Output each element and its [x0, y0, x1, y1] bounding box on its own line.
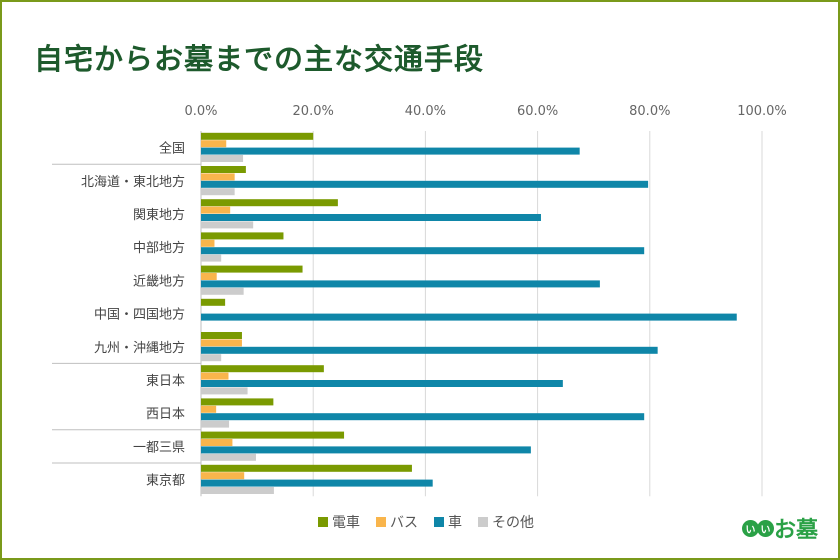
bar-other	[201, 487, 274, 494]
legend-swatch	[376, 517, 386, 527]
category-label: 関東地方	[133, 207, 185, 223]
bar-other	[201, 155, 244, 162]
logo-ii: い	[756, 519, 774, 537]
bar-train	[201, 332, 242, 339]
bar-car	[201, 446, 531, 454]
bar-other	[201, 420, 230, 428]
bar-car	[201, 247, 645, 255]
category-label: 中国・四国地方	[94, 307, 185, 323]
legend-item-bus: バス	[376, 512, 418, 532]
bar-train	[201, 464, 412, 472]
bar-train	[201, 132, 314, 140]
bar-bus	[201, 273, 217, 280]
legend-item-train: 電車	[318, 512, 360, 532]
category-label: 中部地方	[133, 240, 185, 256]
x-tick-label: 20.0%	[293, 104, 334, 119]
bar-train	[201, 398, 274, 406]
bar-other	[201, 287, 244, 295]
bar-bus	[201, 372, 229, 380]
bar-bus	[201, 206, 231, 214]
legend: 電車 バス 車 その他	[318, 512, 534, 532]
x-tick-label: 40.0%	[405, 104, 446, 119]
x-tick-label: 80.0%	[629, 104, 670, 119]
bar-bus	[201, 472, 245, 480]
logo-ii: い	[741, 519, 759, 537]
bar-train	[201, 232, 284, 240]
x-tick-label: 100.0%	[737, 104, 787, 119]
bar-car	[201, 479, 433, 487]
category-label: 北海道・東北地方	[81, 174, 185, 190]
legend-label: その他	[492, 515, 534, 531]
bar-bus	[201, 439, 233, 446]
legend-label: 車	[448, 515, 462, 531]
category-label: 一都三県	[133, 440, 185, 455]
bar-other	[201, 354, 222, 362]
bar-other	[201, 453, 256, 461]
bar-bus	[201, 173, 235, 181]
category-label: 近畿地方	[133, 273, 185, 289]
bar-car	[201, 214, 541, 221]
logo-mark: いい	[741, 519, 774, 537]
bar-other	[201, 188, 235, 196]
legend-item-other: その他	[478, 512, 534, 532]
bar-car	[201, 313, 737, 321]
x-tick-label: 60.0%	[517, 104, 558, 119]
category-label: 全国	[159, 141, 185, 157]
bar-train	[201, 298, 226, 306]
bar-car	[201, 413, 645, 421]
logo-text: お墓	[773, 518, 818, 543]
bar-other	[201, 254, 222, 262]
legend-swatch	[478, 517, 488, 527]
category-label: 東京都	[146, 473, 185, 489]
legend-swatch	[318, 517, 328, 527]
bar-other	[201, 387, 248, 395]
bar-car	[201, 346, 658, 354]
legend-item-car: 車	[434, 512, 462, 532]
legend-label: 電車	[332, 515, 360, 531]
bar-train	[201, 166, 246, 173]
bar-train	[201, 199, 338, 207]
bar-bus	[201, 339, 242, 347]
category-label: 九州・沖縄地方	[94, 340, 185, 356]
bar-train	[201, 431, 345, 439]
bar-bus	[201, 405, 217, 413]
bar-car	[201, 147, 580, 155]
brand-logo: いい お墓	[741, 512, 818, 544]
x-tick-label: 0.0%	[184, 104, 217, 119]
bar-train	[201, 265, 303, 273]
bar-bus	[201, 140, 227, 148]
legend-label: バス	[390, 515, 418, 531]
chart-title: 自宅からお墓までの主な交通手段	[34, 42, 485, 76]
bar-bus	[201, 239, 215, 247]
legend-swatch	[434, 517, 444, 527]
bar-car	[201, 380, 563, 387]
bar-other	[201, 221, 254, 229]
category-label: 東日本	[146, 373, 185, 389]
category-label: 西日本	[146, 407, 185, 422]
bar-train	[201, 365, 324, 373]
bar-car	[201, 280, 600, 288]
bar-car	[201, 180, 649, 188]
